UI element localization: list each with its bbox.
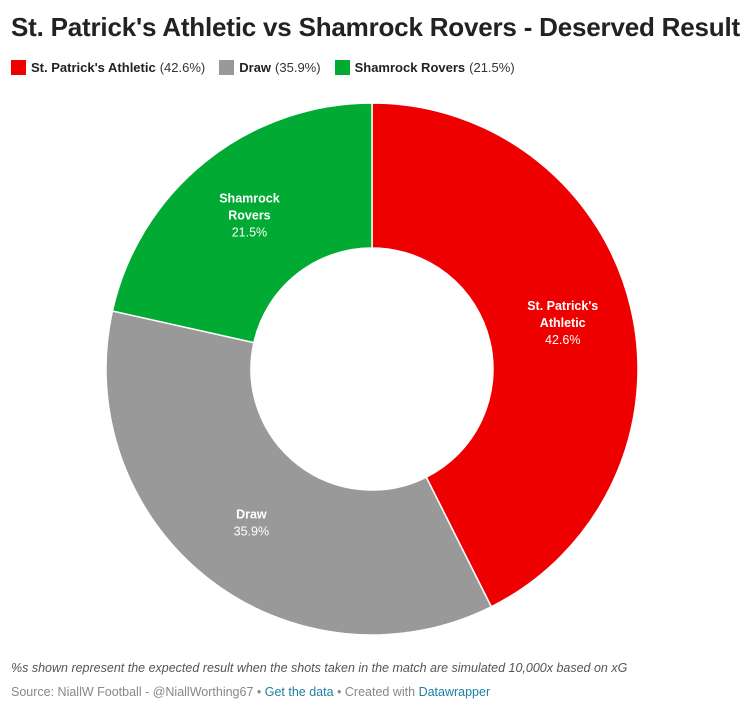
datawrapper-link[interactable]: Datawrapper: [418, 685, 491, 699]
slice-name-st-patricks-1: Athletic: [540, 316, 586, 330]
legend-pct-shamrock-rovers: (21.5%): [469, 60, 515, 75]
legend-pct-st-patricks: (42.6%): [159, 60, 206, 75]
footer: Source: NiallW Football - @NiallWorthing…: [11, 685, 490, 699]
get-the-data-link[interactable]: Get the data: [264, 685, 334, 699]
legend-swatch-draw: [219, 60, 235, 75]
chart-notes: %s shown represent the expected result w…: [11, 661, 628, 675]
footer-separator-2: •: [333, 685, 345, 699]
legend-label-draw: Draw: [239, 60, 272, 75]
legend-swatch-shamrock-rovers: [334, 60, 350, 75]
slice-name-shamrock-rovers-0: Shamrock: [219, 191, 279, 205]
chart-title: St. Patrick's Athletic vs Shamrock Rover…: [11, 12, 740, 42]
slice-label-draw: Draw 35.9%: [234, 507, 269, 538]
slice-label-st-patricks: St. Patrick's Athletic 42.6%: [527, 299, 598, 347]
footer-source: Source: NiallW Football - @NiallWorthing…: [11, 685, 254, 699]
legend-label-shamrock-rovers: Shamrock Rovers: [354, 60, 466, 75]
footer-separator: •: [253, 685, 265, 699]
slice-shamrock-rovers: [111, 102, 373, 344]
footer-created-with: Created with: [344, 685, 416, 699]
legend-item-shamrock-rovers: Shamrock Rovers (21.5%): [334, 60, 515, 75]
slice-value-draw: 35.9%: [234, 524, 269, 538]
legend-pct-draw: (35.9%): [275, 60, 321, 75]
legend-swatch-st-patricks: [11, 60, 26, 75]
legend-item-st-patricks: St. Patrick's Athletic (42.6%): [11, 60, 205, 75]
legend: St. Patrick's Athletic (42.6%) Draw (35.…: [11, 60, 529, 75]
slice-label-shamrock-rovers: Shamrock Rovers 21.5%: [219, 191, 279, 239]
legend-label-st-patricks: St. Patrick's Athletic: [31, 60, 156, 75]
slice-name-st-patricks-0: St. Patrick's: [527, 299, 598, 313]
slice-name-draw-0: Draw: [236, 507, 267, 521]
legend-item-draw: Draw (35.9%): [219, 60, 321, 75]
slice-name-shamrock-rovers-1: Rovers: [228, 208, 270, 222]
slice-draw: [105, 310, 493, 636]
slice-st-patricks: [371, 102, 639, 608]
slice-value-shamrock-rovers: 21.5%: [232, 225, 267, 239]
slice-value-st-patricks: 42.6%: [545, 333, 580, 347]
